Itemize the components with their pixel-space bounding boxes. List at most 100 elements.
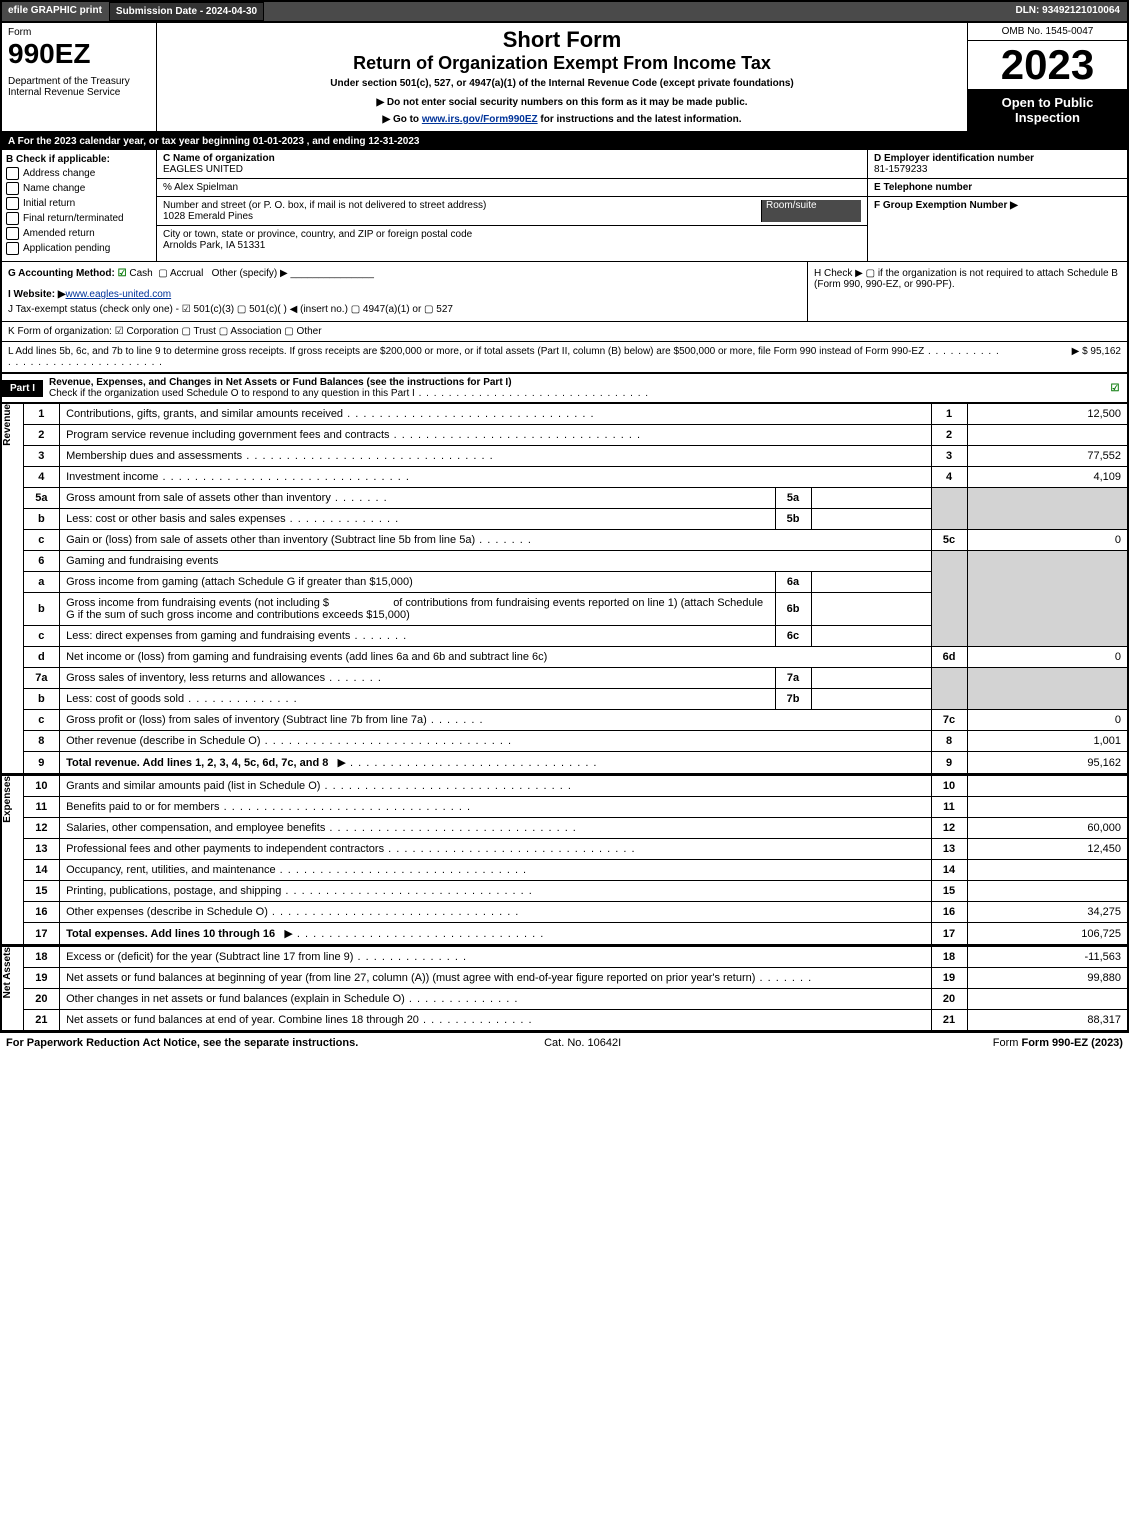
goto-link[interactable]: www.irs.gov/Form990EZ [422,114,538,125]
line-16-desc: Other expenses (describe in Schedule O) [60,902,931,923]
open-inspection: Open to Public Inspection [968,89,1127,131]
section-B-to-F: B Check if applicable: Address change Na… [2,150,1127,262]
line-15-amt [967,881,1127,902]
section-GH: G Accounting Method: ☑ Cash ▢ Accrual Ot… [2,262,1127,322]
cb-application-pending[interactable]: Application pending [6,242,152,255]
part-I-title: Revenue, Expenses, and Changes in Net As… [49,377,512,388]
line-20-desc: Other changes in net assets or fund bala… [60,989,931,1010]
goto-post: for instructions and the latest informat… [538,114,742,125]
expenses-table: 10Grants and similar amounts paid (list … [24,775,1127,945]
revenue-label: Revenue [2,404,13,446]
line-5b-desc: Less: cost or other basis and sales expe… [60,509,775,530]
H-schedule-b: H Check ▶ ▢ if the organization is not r… [807,262,1127,321]
part-I-badge: Part I [2,380,43,397]
part-I-checkbox[interactable]: ☑ [1103,383,1127,394]
street-label: Number and street (or P. O. box, if mail… [163,200,761,211]
line-6-desc: Gaming and fundraising events [60,551,931,572]
line-21-desc: Net assets or fund balances at end of ye… [60,1010,931,1031]
line-7b-desc: Less: cost of goods sold [60,689,775,710]
cb-address-change[interactable]: Address change [6,167,152,180]
revenue-section: Revenue 1Contributions, gifts, grants, a… [2,403,1127,775]
form-header: Form 990EZ Department of the Treasury In… [2,23,1127,133]
line-19-desc: Net assets or fund balances at beginning… [60,968,931,989]
line-6c-desc: Less: direct expenses from gaming and fu… [60,626,775,647]
line-8-desc: Other revenue (describe in Schedule O) [60,731,931,752]
line-17-amt: 106,725 [967,923,1127,945]
footer: For Paperwork Reduction Act Notice, see … [0,1033,1129,1053]
under-section: Under section 501(c), 527, or 4947(a)(1)… [163,78,961,89]
cb-amended-return[interactable]: Amended return [6,227,152,240]
cb-initial-return[interactable]: Initial return [6,197,152,210]
form-number: 990EZ [8,38,150,70]
net-assets-table: 18Excess or (deficit) for the year (Subt… [24,946,1127,1031]
tax-year: 2023 [968,41,1127,89]
care-of: % Alex Spielman [157,179,867,197]
line-A: A For the 2023 calendar year, or tax yea… [2,133,1127,150]
check-icon: ☑ [118,268,127,279]
org-name: EAGLES UNITED [163,164,861,175]
line-13-amt: 12,450 [967,839,1127,860]
goto-line: ▶ Go to www.irs.gov/Form990EZ for instru… [163,114,961,125]
ssn-warning: ▶ Do not enter social security numbers o… [163,97,961,108]
line-8-amt: 1,001 [967,731,1127,752]
I-website: I Website: ▶www.eagles-united.com [8,289,801,300]
omb-number: OMB No. 1545-0047 [968,23,1127,41]
irs: Internal Revenue Service [8,87,150,98]
net-assets-section: Net Assets 18Excess or (deficit) for the… [2,946,1127,1031]
dept-treasury: Department of the Treasury [8,76,150,87]
line-6a-desc: Gross income from gaming (attach Schedul… [60,572,775,593]
line-1-amt: 12,500 [967,404,1127,425]
line-11-desc: Benefits paid to or for members [60,797,931,818]
J-tax-exempt: J Tax-exempt status (check only one) - ☑… [8,304,801,315]
cb-final-return[interactable]: Final return/terminated [6,212,152,225]
cb-name-change[interactable]: Name change [6,182,152,195]
revenue-table: 1Contributions, gifts, grants, and simil… [24,403,1127,774]
title-short-form: Short Form [163,27,961,53]
line-5a-desc: Gross amount from sale of assets other t… [60,488,775,509]
efile-print-button[interactable]: efile GRAPHIC print [2,2,109,21]
ein-value: 81-1579233 [874,164,1121,175]
line-15-desc: Printing, publications, postage, and shi… [60,881,931,902]
line-9-desc: Total revenue. Add lines 1, 2, 3, 4, 5c,… [60,752,931,774]
line-12-amt: 60,000 [967,818,1127,839]
L-amount: ▶ $ 95,162 [1001,346,1121,368]
city-label: City or town, state or province, country… [163,229,861,240]
line-18-amt: -11,563 [967,947,1127,968]
line-4-amt: 4,109 [967,467,1127,488]
line-14-desc: Occupancy, rent, utilities, and maintena… [60,860,931,881]
cat-no: Cat. No. 10642I [544,1037,621,1049]
K-form-org: K Form of organization: ☑ Corporation ▢ … [2,322,1127,342]
line-10-desc: Grants and similar amounts paid (list in… [60,776,931,797]
L-gross-receipts: L Add lines 5b, 6c, and 7b to line 9 to … [2,342,1127,373]
line-6b-desc: Gross income from fundraising events (no… [60,593,775,626]
line-1-desc: Contributions, gifts, grants, and simila… [60,404,931,425]
paperwork-notice: For Paperwork Reduction Act Notice, see … [6,1037,358,1049]
city-state-zip: Arnolds Park, IA 51331 [163,240,861,251]
line-18-desc: Excess or (deficit) for the year (Subtra… [60,947,931,968]
website-link[interactable]: www.eagles-united.com [66,289,172,300]
line-19-amt: 99,880 [967,968,1127,989]
C-name-label: C Name of organization [163,153,861,164]
line-2-amt [967,425,1127,446]
line-7c-amt: 0 [967,710,1127,731]
part-I-check: Check if the organization used Schedule … [49,388,649,399]
form-version: Form Form 990-EZ (2023) [993,1037,1123,1049]
line-16-amt: 34,275 [967,902,1127,923]
room-suite-label: Room/suite [761,200,861,222]
expenses-label: Expenses [2,776,13,823]
subtitle: Return of Organization Exempt From Incom… [163,53,961,74]
line-7c-desc: Gross profit or (loss) from sales of inv… [60,710,931,731]
line-14-amt [967,860,1127,881]
line-2-desc: Program service revenue including govern… [60,425,931,446]
G-accounting: G Accounting Method: ☑ Cash ▢ Accrual Ot… [8,268,801,279]
line-3-desc: Membership dues and assessments [60,446,931,467]
expenses-section: Expenses 10Grants and similar amounts pa… [2,775,1127,946]
line-4-desc: Investment income [60,467,931,488]
line-6d-amt: 0 [967,647,1127,668]
line-7a-desc: Gross sales of inventory, less returns a… [60,668,775,689]
line-9-amt: 95,162 [967,752,1127,774]
line-13-desc: Professional fees and other payments to … [60,839,931,860]
B-label: B Check if applicable: [6,154,152,165]
goto-pre: ▶ Go to [382,114,421,125]
line-5c-desc: Gain or (loss) from sale of assets other… [60,530,931,551]
